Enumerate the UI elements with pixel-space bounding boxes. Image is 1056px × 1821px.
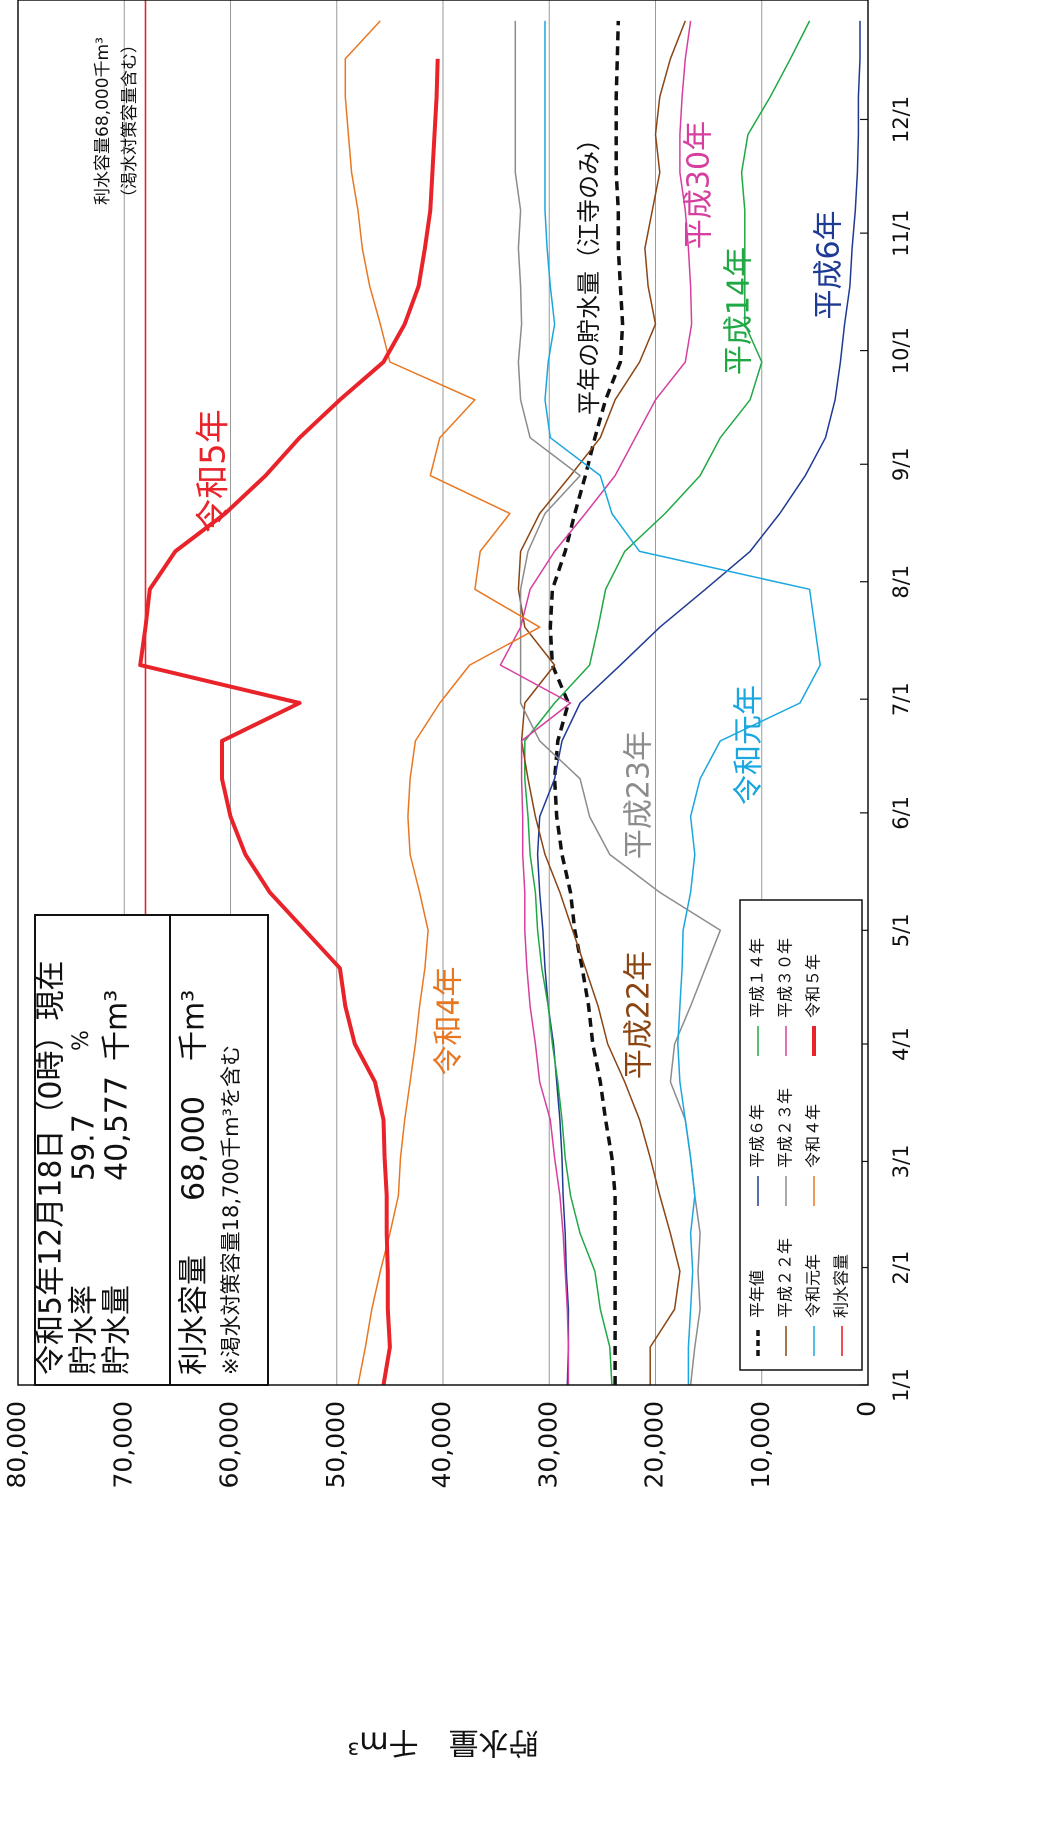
legend-label: 利水容量 xyxy=(832,1254,851,1318)
info-text: 千m³ xyxy=(177,990,212,1061)
series-line xyxy=(544,20,821,1385)
series-line xyxy=(138,58,440,1386)
x-tick-label: 7/1 xyxy=(889,682,913,716)
series-line xyxy=(536,20,861,1386)
y-tick-label: 0 xyxy=(852,1401,881,1417)
legend-label: 平成２３年 xyxy=(776,1088,795,1168)
x-tick-label: 5/1 xyxy=(889,913,913,947)
x-tick-label: 11/1 xyxy=(889,210,913,257)
annotation: 平成14年 xyxy=(722,247,757,375)
x-tick-label: 2/1 xyxy=(889,1251,913,1285)
annotation: 平成6年 xyxy=(812,210,847,319)
x-tick-label: 12/1 xyxy=(889,96,913,143)
y-tick-label: 70,000 xyxy=(108,1401,137,1488)
y-tick-label: 80,000 xyxy=(2,1401,31,1488)
legend-label: 平成３０年 xyxy=(776,938,795,1018)
legend-box xyxy=(739,899,863,1371)
annotation: 平年の貯水量（江寺のみ） xyxy=(575,127,603,415)
info-text: 利水容量 xyxy=(177,1255,212,1375)
info-text: 貯水率 xyxy=(67,1285,102,1375)
annotation: 利水容量68,000千m³ xyxy=(93,37,113,205)
legend-label: 平成２２年 xyxy=(776,1238,795,1318)
series-line xyxy=(548,20,625,1385)
info-text: 令和5年12月18日（0時）現在 xyxy=(34,960,69,1375)
x-tick-label: 9/1 xyxy=(889,447,913,481)
legend-label: 令和元年 xyxy=(804,1254,823,1318)
info-text: 千m³ xyxy=(100,990,135,1061)
legend-label: 令和５年 xyxy=(804,954,823,1018)
x-tick-label: 1/1 xyxy=(889,1368,913,1402)
y-tick-label: 50,000 xyxy=(321,1401,350,1488)
info-text: 貯水量 xyxy=(100,1285,135,1375)
y-tick-label: 20,000 xyxy=(640,1401,669,1488)
annotation: 平成30年 xyxy=(682,121,717,249)
info-text: % xyxy=(69,1030,94,1051)
legend-label: 平年値 xyxy=(748,1270,767,1318)
x-tick-label: 4/1 xyxy=(889,1027,913,1061)
annotation: 令和4年 xyxy=(432,966,467,1075)
info-text: 59.7 xyxy=(67,1114,102,1181)
series-line xyxy=(344,20,541,1386)
annotation: 平成23年 xyxy=(622,731,657,859)
legend-label: 平成１４年 xyxy=(748,938,767,1018)
annotation: 令和元年 xyxy=(732,685,767,805)
info-text: 68,000 xyxy=(177,1096,212,1201)
y-tick-label: 60,000 xyxy=(215,1401,244,1488)
y-tick-label: 10,000 xyxy=(746,1401,775,1488)
x-tick-label: 10/1 xyxy=(889,327,913,374)
chart-body: 0 10,000 20,000 30,000 40,000 50,000 60,000 70,… xyxy=(2,0,913,1760)
info-box xyxy=(34,914,269,1386)
legend-label: 平成６年 xyxy=(748,1104,767,1168)
y-tick-label: 30,000 xyxy=(533,1401,562,1488)
y-tick-label: 40,000 xyxy=(427,1401,456,1488)
plot-frame xyxy=(17,0,869,1386)
legend-label: 令和４年 xyxy=(804,1104,823,1168)
x-tick-label: 8/1 xyxy=(889,565,913,599)
info-text: 40,577 xyxy=(100,1076,135,1181)
annotation: 平成22年 xyxy=(622,951,657,1079)
y-axis-title: 貯水量 千m³ xyxy=(347,1725,538,1760)
x-tick-label: 3/1 xyxy=(889,1145,913,1179)
info-text: ※渇水対策容量18,700千m³を含む xyxy=(219,1045,243,1375)
x-tick-label: 6/1 xyxy=(889,796,913,830)
series-line xyxy=(524,20,811,1386)
annotation: （渇水対策容量含む） xyxy=(120,36,140,206)
series-line xyxy=(499,20,693,1385)
annotation: 令和5年 xyxy=(194,409,234,533)
series-line xyxy=(517,20,686,1385)
